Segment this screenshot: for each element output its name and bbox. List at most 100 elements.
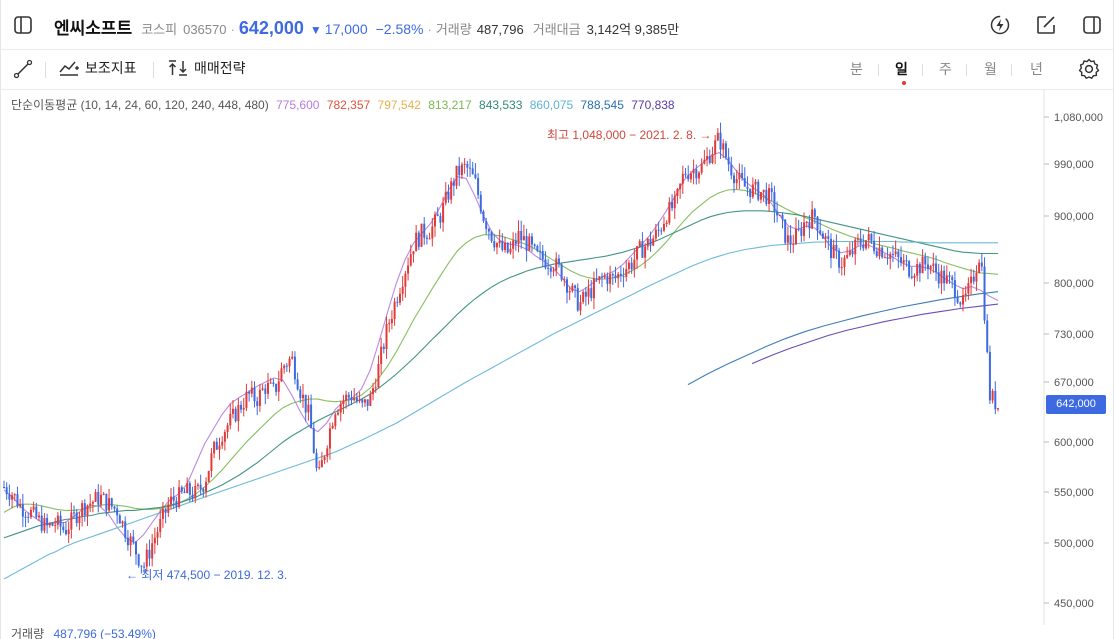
candle-body	[582, 291, 585, 303]
candle-body	[557, 258, 560, 265]
candle-body	[603, 275, 606, 278]
realtime-lightning-icon[interactable]	[989, 14, 1011, 36]
candle-body	[716, 132, 719, 141]
volume-value: 487,796	[476, 22, 524, 37]
candle-body	[727, 157, 730, 165]
candle-body	[328, 428, 331, 449]
candle-body	[188, 483, 191, 495]
candle-body	[283, 365, 286, 369]
indicators-label: 보조지표	[85, 60, 137, 76]
candle-body	[978, 262, 981, 273]
candle-body	[506, 242, 509, 253]
candle-body	[986, 320, 989, 352]
indicator-chart-icon	[59, 61, 79, 76]
candle-body	[469, 167, 472, 169]
candle-body	[654, 229, 657, 239]
candle-body	[334, 414, 337, 427]
candle-body	[296, 379, 299, 390]
candle-body	[178, 487, 181, 507]
candle-body	[151, 543, 154, 559]
candle-body	[926, 264, 929, 270]
candle-body	[673, 196, 676, 209]
draw-line-icon[interactable]	[13, 59, 33, 79]
toolbar-divider	[45, 62, 46, 78]
candle-body	[164, 508, 167, 513]
candle-body	[972, 276, 975, 282]
candle-body	[99, 494, 102, 505]
candle-body	[153, 537, 156, 544]
candle-body	[398, 293, 401, 303]
ma-value: 813,217	[428, 98, 472, 112]
period-week[interactable]: 주	[939, 61, 952, 77]
candle-body	[345, 394, 348, 401]
candle-body	[878, 247, 881, 257]
candle-body	[579, 302, 582, 311]
candle-body	[439, 216, 442, 223]
indicators-button[interactable]: 보조지표	[58, 58, 137, 78]
candle-body	[428, 238, 431, 240]
candle-body	[390, 318, 393, 324]
candle-body	[38, 515, 41, 518]
period-year[interactable]: 년	[1030, 61, 1043, 77]
candle-body	[43, 517, 46, 531]
split-panel-icon[interactable]	[1081, 14, 1103, 36]
candle-body	[697, 172, 700, 179]
candle-body	[64, 530, 67, 535]
candle-body	[668, 201, 671, 223]
settings-gear-icon[interactable]	[1077, 57, 1101, 81]
amount-label: 거래대금	[532, 22, 581, 37]
candle-body	[754, 181, 757, 185]
candle-body	[762, 189, 765, 193]
candle-body	[452, 181, 455, 186]
candle-body	[8, 494, 11, 500]
candle-body	[708, 155, 711, 164]
candle-body	[59, 515, 62, 527]
candle-body	[679, 183, 682, 190]
separator: ·	[230, 22, 235, 37]
candle-body	[463, 163, 466, 165]
candle-body	[347, 394, 350, 398]
candle-body	[870, 233, 873, 241]
candle-body	[156, 532, 159, 538]
candle-body	[431, 226, 434, 239]
candle-body	[514, 240, 517, 245]
candle-body	[3, 487, 5, 488]
candle-body	[124, 521, 127, 538]
price-axis-label: 550,000	[1054, 487, 1094, 499]
period-day[interactable]: 일	[895, 61, 908, 77]
candle-body	[191, 494, 194, 499]
ma-value: 860,075	[529, 98, 574, 112]
candle-body	[242, 407, 245, 410]
candle-body	[598, 276, 601, 281]
strategy-label: 매매전략	[194, 60, 246, 76]
candle-body	[94, 491, 97, 502]
candles	[3, 122, 999, 574]
volume-label: 거래량	[435, 22, 472, 37]
candle-body	[280, 368, 283, 382]
ma-line-60	[3, 188, 999, 513]
candle-body	[485, 221, 488, 229]
candle-body	[630, 262, 633, 270]
candle-body	[417, 232, 420, 247]
candle-body	[865, 240, 868, 249]
price-chart[interactable]: 1,080,000 990,000 900,000 800,000 730,000 670…	[0, 90, 1114, 625]
candle-body	[393, 301, 396, 319]
candle-body	[137, 554, 140, 566]
candle-body	[943, 270, 946, 284]
candle-body	[420, 223, 423, 247]
strategy-button[interactable]: 매매전략	[167, 58, 246, 78]
candle-body	[722, 143, 725, 150]
candle-body	[132, 536, 135, 542]
period-month[interactable]: 월	[984, 61, 997, 77]
period-minute[interactable]: 분	[850, 61, 863, 77]
candle-body	[27, 516, 30, 518]
price-axis-label: 670,000	[1054, 377, 1094, 389]
candle-body	[326, 448, 329, 457]
candle-body	[953, 280, 956, 298]
active-period-indicator	[902, 81, 906, 85]
candle-body	[625, 269, 628, 277]
candle-body	[126, 537, 129, 546]
sidebar-toggle-icon[interactable]	[12, 14, 34, 36]
edit-icon[interactable]	[1035, 14, 1057, 36]
candle-body	[873, 240, 876, 252]
